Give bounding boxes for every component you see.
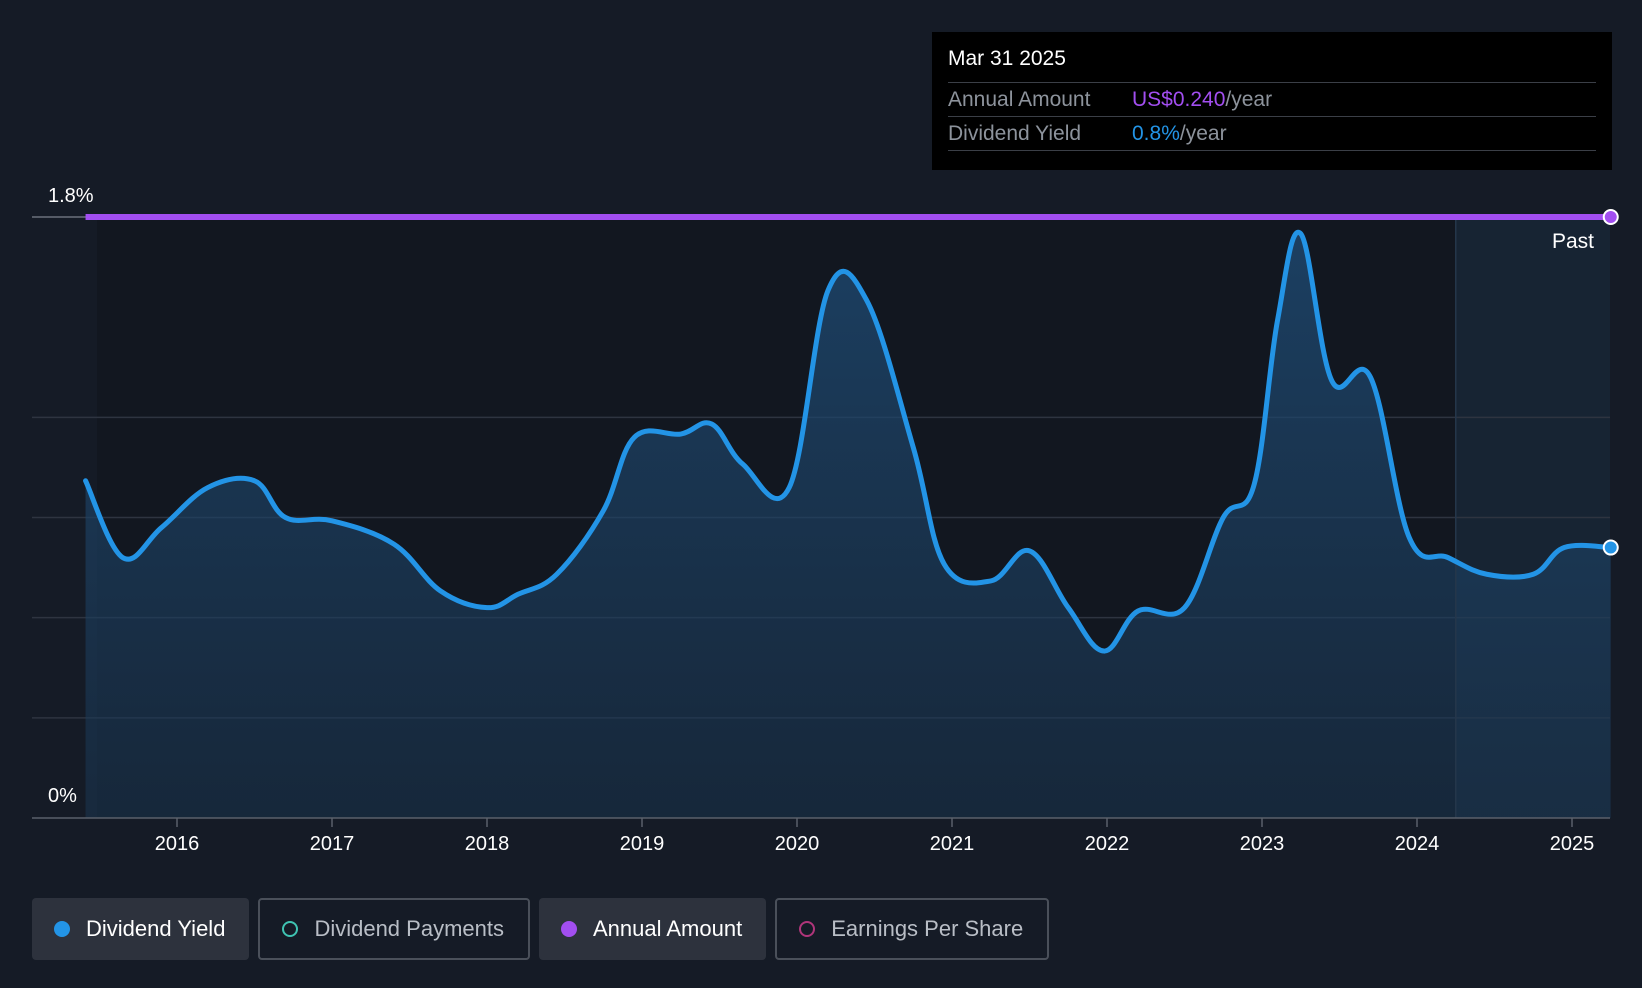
legend-annual-amount[interactable]: Annual Amount: [538, 898, 767, 960]
x-tick-label: 2016: [155, 833, 200, 855]
x-tick-label: 2021: [930, 833, 975, 855]
legend-earnings-per-share[interactable]: Earnings Per Share: [775, 898, 1050, 960]
legend-label: Dividend Payments: [314, 916, 504, 941]
x-tick-label: 2025: [1550, 833, 1595, 855]
x-tick-label: 2023: [1240, 833, 1285, 855]
tooltip-date: Mar 31 2025: [948, 46, 1596, 83]
x-tick-label: 2017: [310, 833, 355, 855]
tooltip-value: 0.8%: [1132, 122, 1180, 145]
y-tick-label-bottom: 0%: [48, 785, 77, 807]
x-tick-label: 2024: [1395, 833, 1440, 855]
legend: Dividend Yield Dividend Payments Annual …: [32, 898, 1050, 960]
dividend-yield-area: [85, 232, 1611, 818]
x-tick-label: 2022: [1085, 833, 1130, 855]
tooltip-row-dividend-yield: Dividend Yield 0.8% /year: [948, 117, 1596, 151]
tooltip-label: Dividend Yield: [948, 122, 1082, 145]
legend-label: Annual Amount: [592, 916, 743, 941]
legend-label: Dividend Yield: [86, 916, 226, 941]
legend-dot-icon: [560, 921, 577, 937]
tooltip: Mar 31 2025 Annual Amount US$0.240 /year…: [932, 32, 1612, 170]
dividend-yield-end-marker[interactable]: [1602, 539, 1619, 556]
tooltip-row-annual-amount: Annual Amount US$0.240 /year: [948, 83, 1596, 117]
annual-amount-end-marker[interactable]: [1602, 209, 1619, 225]
dividend-yield-line: [83, 229, 1614, 654]
tooltip-unit: /year: [1225, 88, 1273, 111]
legend-ring-icon: [282, 921, 299, 937]
tooltip-label: Annual Amount: [948, 88, 1091, 111]
x-tick-label: 2018: [465, 833, 510, 855]
past-label: Past: [1552, 230, 1594, 253]
legend-dot-icon: [54, 921, 70, 937]
legend-ring-icon: [799, 921, 816, 937]
x-tick-label: 2020: [775, 833, 820, 855]
legend-dividend-yield[interactable]: Dividend Yield: [32, 898, 250, 960]
x-axis: 2016 2017 2018 2019 2020 2021 2022 2023 2024 2025: [32, 817, 1610, 855]
legend-dividend-payments[interactable]: Dividend Payments: [258, 898, 530, 960]
tooltip-unit: /year: [1179, 122, 1227, 145]
x-tick-label: 2019: [620, 833, 665, 855]
y-tick-label-top: 1.8%: [48, 185, 94, 207]
legend-label: Earnings Per Share: [831, 916, 1024, 941]
tooltip-value: US$0.240: [1132, 88, 1226, 111]
